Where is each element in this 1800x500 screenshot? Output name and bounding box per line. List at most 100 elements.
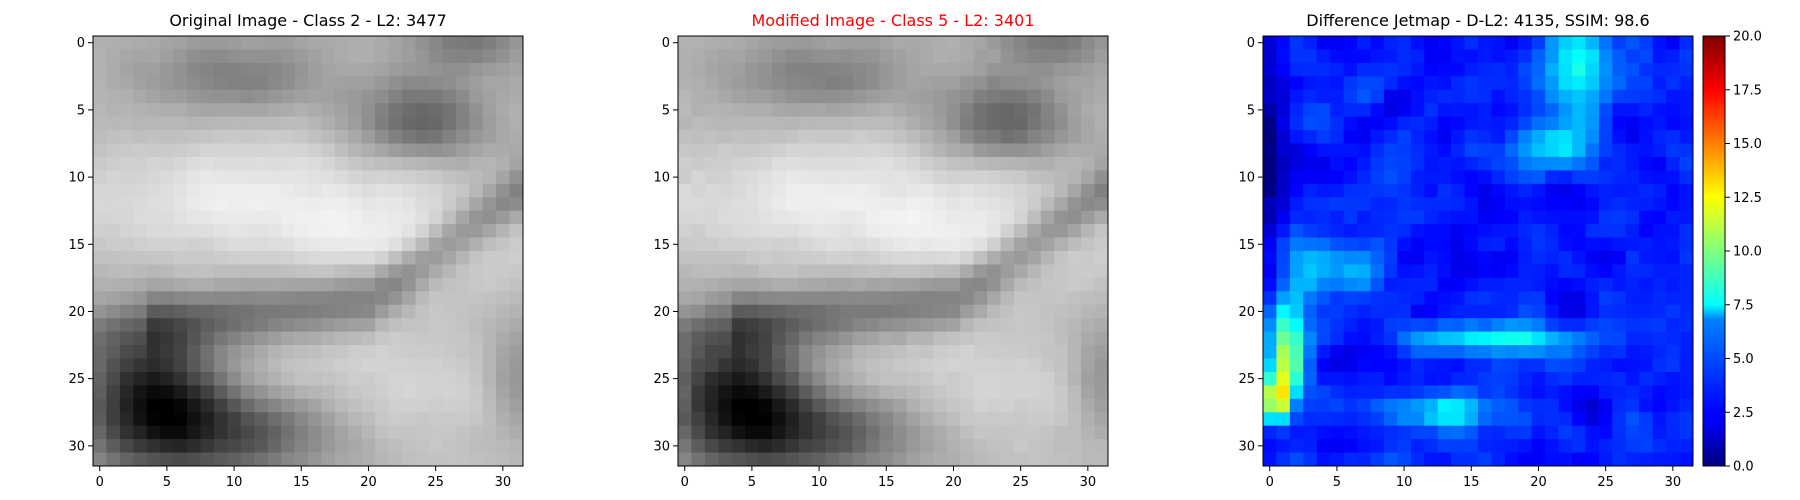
original-image-pixel [160,251,175,265]
original-image-pixel [173,318,188,333]
modified-image-pixel [678,89,692,104]
difference-jetmap-pixel [1478,345,1492,359]
difference-jetmap-pixel [1330,439,1345,453]
difference-jetmap-pixel [1478,398,1492,413]
original-image-pixel [321,412,336,427]
difference-jetmap-pixel [1343,412,1358,427]
modified-image-pixel [1000,224,1015,238]
modified-image-pixel [973,291,988,306]
modified-image-pixel [893,398,907,413]
modified-image-pixel [893,385,907,400]
difference-jetmap-pixel [1464,237,1479,252]
original-image-pixel [496,183,510,198]
modified-image-pixel [866,130,880,144]
original-image-pixel [133,277,148,292]
original-image-pixel [375,331,390,346]
difference-jetmap-pixel [1410,197,1425,212]
modified-image-pixel [798,76,813,91]
difference-jetmap-pixel [1572,439,1586,453]
modified-image-pixel [1013,210,1028,225]
difference-jetmap-pixel [1383,425,1398,440]
difference-jetmap-y-tick-label: 10 [1238,171,1255,186]
modified-image-pixel [691,49,706,64]
difference-jetmap-pixel [1289,116,1304,131]
modified-image-pixel [866,371,880,386]
original-image-pixel [254,183,269,198]
difference-jetmap-pixel [1652,156,1667,171]
original-image-pixel [294,130,309,144]
modified-image-pixel [906,412,921,427]
original-image-pixel [482,89,497,104]
difference-jetmap-pixel [1424,452,1439,467]
difference-jetmap-pixel [1424,49,1439,64]
modified-image-pixel [973,49,988,64]
modified-image-pixel [745,183,760,198]
modified-image-pixel [946,264,961,279]
difference-jetmap-pixel [1478,452,1492,467]
original-image-pixel [402,237,416,252]
difference-jetmap-pixel [1625,371,1640,386]
modified-image-pixel [825,291,840,306]
original-image-pixel [294,439,309,453]
difference-jetmap-pixel [1545,210,1560,225]
original-image-pixel [187,116,201,131]
modified-image-pixel [1067,170,1082,185]
modified-image-pixel [798,237,813,252]
modified-image-pixel [973,130,988,144]
modified-image-pixel [812,412,827,427]
original-image-pixel [455,371,470,386]
original-image-pixel [455,183,470,198]
difference-jetmap-pixel [1531,277,1546,292]
difference-jetmap-pixel [1639,412,1654,427]
difference-jetmap-pixel [1545,331,1560,346]
difference-jetmap-pixel [1316,277,1331,292]
difference-jetmap-pixel [1531,425,1546,440]
difference-jetmap-pixel [1531,89,1546,104]
modified-image-pixel [1027,277,1042,292]
original-image-pixel [321,130,336,144]
original-image-pixel [254,116,269,131]
difference-jetmap-pixel [1424,385,1439,400]
difference-jetmap-pixel [1504,345,1519,359]
difference-jetmap-pixel [1572,49,1586,64]
difference-jetmap-pixel [1263,116,1277,131]
difference-jetmap-pixel [1437,358,1452,373]
modified-image-pixel [798,331,813,346]
difference-jetmap-pixel [1504,143,1519,158]
modified-image-pixel [704,371,719,386]
original-image-pixel [254,345,269,359]
original-image-pixel [160,224,175,238]
original-image-pixel [308,156,322,171]
original-image-pixel [455,264,470,279]
original-image-pixel [482,197,497,212]
difference-jetmap-pixel [1639,237,1654,252]
difference-jetmap-pixel [1357,425,1371,440]
original-image-pixel [267,425,282,440]
original-image-pixel [509,291,524,306]
original-image-pixel [496,130,510,144]
original-image-pixel [321,304,336,319]
modified-image-pixel [825,183,840,198]
original-image-pixel [267,116,282,131]
original-image-pixel [281,143,295,158]
difference-jetmap-pixel [1410,358,1425,373]
difference-jetmap-pixel [1491,398,1506,413]
original-image-pixel [482,36,497,50]
difference-jetmap-pixel [1316,264,1331,279]
modified-image-pixel [987,385,1001,400]
original-image-pixel [187,36,201,50]
modified-image-pixel [1081,452,1095,467]
modified-image-pixel [812,237,827,252]
modified-image-pixel [960,170,975,185]
original-image-pixel [227,183,242,198]
original-image-pixel [200,439,215,453]
modified-image-pixel [933,345,948,359]
original-image-pixel [442,130,457,144]
modified-image-pixel [879,170,894,185]
original-image-pixel [213,89,228,104]
difference-jetmap-pixel [1531,76,1546,91]
modified-image-pixel [785,170,800,185]
difference-jetmap-pixel [1491,197,1506,212]
modified-image-pixel [785,412,800,427]
difference-jetmap-pixel [1330,358,1345,373]
